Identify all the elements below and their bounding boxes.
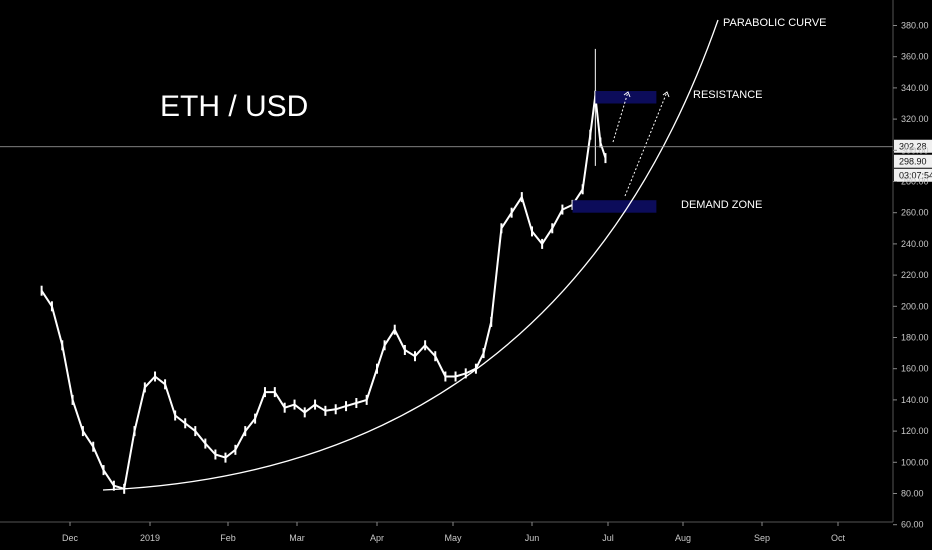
y-tick-label: 200.00 — [901, 301, 929, 311]
parabolic-curve — [102, 19, 719, 491]
resistance-zone — [595, 91, 657, 104]
y-tick-label: 120.00 — [901, 426, 929, 436]
countdown-tag: 03:07:54 — [899, 171, 932, 181]
x-tick-label: 2019 — [140, 533, 160, 543]
projection-arrow — [612, 91, 629, 143]
y-tick-label: 380.00 — [901, 21, 929, 31]
y-tick-label: 160.00 — [901, 364, 929, 374]
zones-layer — [572, 91, 657, 213]
x-tick-label: Feb — [220, 533, 236, 543]
price-layer: 302.28 298.90 03:07:54 — [0, 139, 932, 182]
x-tick-label: Sep — [754, 533, 770, 543]
annotation-demand-zone: DEMAND ZONE — [681, 199, 762, 211]
y-tick-label: 220.00 — [901, 270, 929, 280]
y-tick-label: 180.00 — [901, 333, 929, 343]
y-axis[interactable]: 380.00 360.00 340.00 320.00 300.00 280.00 260.… — [892, 0, 929, 530]
price-tag-close-bg — [894, 154, 932, 168]
price-line — [40, 94, 607, 490]
y-tick-label: 260.00 — [901, 208, 929, 218]
y-tick-label: 100.00 — [901, 457, 929, 467]
plot-area[interactable] — [40, 48, 607, 494]
arrow-head — [623, 91, 631, 98]
y-tick-label: 300.00 — [901, 145, 929, 155]
y-tick-label: 340.00 — [901, 83, 929, 93]
x-tick-label: Aug — [675, 533, 691, 543]
x-tick-label: Mar — [289, 533, 305, 543]
projection-arrow — [624, 91, 668, 197]
y-tick-label: 240.00 — [901, 239, 929, 249]
y-tick-label: 80.00 — [901, 489, 924, 499]
x-axis[interactable]: Dec 2019 Feb Mar Apr May Jun Jul Aug Sep Oct — [0, 521, 893, 543]
arrow-head — [662, 91, 670, 98]
price-tag-last: 302.28 — [899, 142, 927, 152]
demand-zone — [572, 200, 657, 213]
x-tick-label: Oct — [831, 533, 846, 543]
y-tick-label: 140.00 — [901, 395, 929, 405]
x-tick-label: May — [444, 533, 462, 543]
price-tag-last-bg — [894, 139, 932, 153]
curve-layer — [102, 19, 719, 491]
x-tick-label: Jun — [525, 533, 540, 543]
y-tick-label: 280.00 — [901, 177, 929, 187]
y-tick-label: 320.00 — [901, 114, 929, 124]
y-tick-label: 360.00 — [901, 52, 929, 62]
x-tick-label: Dec — [62, 533, 79, 543]
annotation-resistance: RESISTANCE — [693, 89, 762, 101]
countdown-tag-bg — [894, 168, 932, 182]
x-tick-label: Jul — [602, 533, 614, 543]
x-tick-label: Apr — [370, 533, 384, 543]
chart-title: ETH / USD — [160, 90, 308, 123]
y-tick-label: 60.00 — [901, 520, 924, 530]
annotation-parabolic-curve: PARABOLIC CURVE — [723, 17, 827, 29]
price-tag-close: 298.90 — [899, 157, 927, 167]
